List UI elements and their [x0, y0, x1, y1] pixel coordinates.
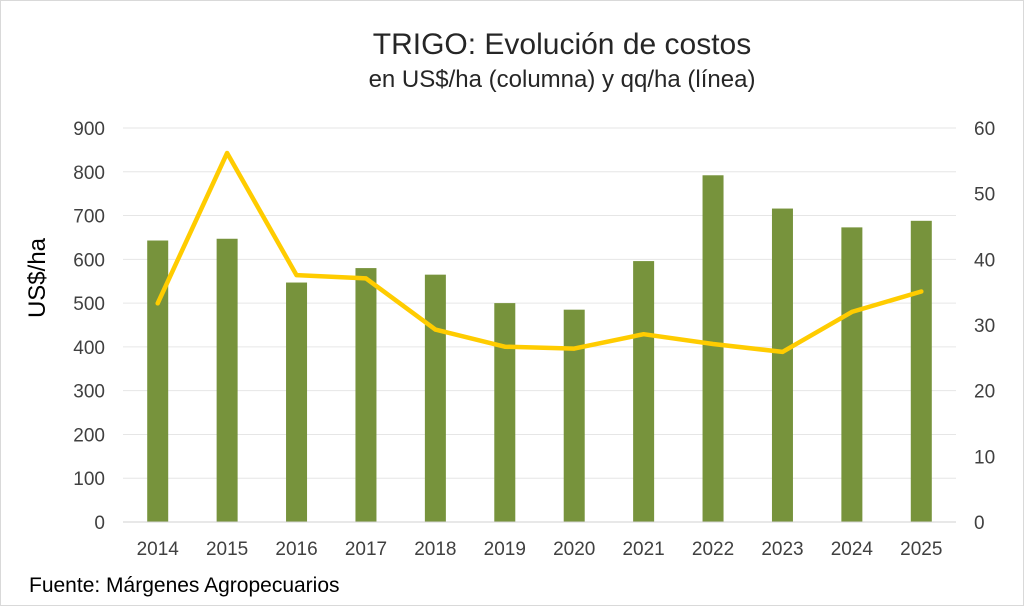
y2-tick-label: 40: [974, 250, 995, 271]
x-tick-label: 2016: [275, 539, 317, 560]
line-series-path: [155, 150, 924, 355]
bar: [494, 303, 516, 522]
y-tick-label: 600: [73, 250, 105, 271]
bar: [702, 175, 724, 522]
bar: [424, 274, 446, 522]
x-tick-label: 2014: [137, 539, 180, 560]
axes: 0 100 200 300 400 500 600 700 800 900 0 10 20 30 40 50 6…: [73, 119, 995, 560]
y-tick-label: 500: [73, 294, 105, 315]
line-series: [155, 150, 924, 355]
source-note: Fuente: Márgenes Agropecuarios: [29, 574, 340, 597]
bar: [910, 220, 932, 522]
y2-tick-label: 10: [974, 447, 995, 468]
y-tick-label: 0: [94, 513, 105, 534]
bar: [563, 309, 585, 522]
y-axis-label: US$/ha: [24, 237, 51, 318]
x-tick-label: 2021: [622, 539, 664, 560]
x-tick-label: 2018: [414, 539, 456, 560]
line-point: [363, 276, 368, 281]
chart-subtitle: en US$/ha (columna) y qq/ha (línea): [369, 66, 756, 93]
gridlines: [123, 127, 956, 479]
line-point: [155, 301, 160, 306]
line-point: [294, 273, 299, 278]
bar: [633, 261, 655, 522]
chart-title: TRIGO: Evolución de costos: [373, 28, 752, 61]
y-tick-label: 300: [73, 382, 105, 403]
x-tick-label: 2022: [692, 539, 734, 560]
line-point: [711, 342, 716, 347]
x-tick-label: 2024: [831, 539, 874, 560]
bar: [355, 268, 377, 522]
bar: [286, 282, 308, 522]
y-tick-label: 400: [73, 338, 105, 359]
line-point: [225, 150, 230, 155]
x-tick-label: 2019: [484, 539, 526, 560]
y-tick-label: 900: [73, 119, 105, 140]
bar: [147, 240, 169, 522]
x-tick-label: 2015: [206, 539, 248, 560]
y2-tick-label: 60: [974, 119, 995, 140]
bar-series: [147, 175, 932, 522]
line-point: [572, 346, 577, 351]
line-point: [641, 332, 646, 337]
line-point: [849, 309, 854, 314]
y2-tick-label: 30: [974, 316, 995, 337]
bar: [216, 238, 238, 522]
line-point: [780, 349, 785, 354]
y-tick-label: 200: [73, 425, 105, 446]
y-tick-label: 700: [73, 207, 105, 228]
line-point: [502, 344, 507, 349]
y2-tick-label: 50: [974, 185, 995, 206]
x-tick-label: 2017: [345, 539, 387, 560]
x-tick-label: 2020: [553, 539, 595, 560]
x-tick-label: 2025: [900, 539, 942, 560]
y-tick-label: 800: [73, 163, 105, 184]
bar: [841, 227, 863, 522]
x-tick-label: 2023: [761, 539, 803, 560]
line-point: [433, 327, 438, 332]
bar: [771, 208, 793, 522]
line-point: [919, 289, 924, 294]
y-tick-label: 100: [73, 469, 105, 490]
y2-tick-label: 0: [974, 513, 985, 534]
y2-tick-label: 20: [974, 382, 995, 403]
